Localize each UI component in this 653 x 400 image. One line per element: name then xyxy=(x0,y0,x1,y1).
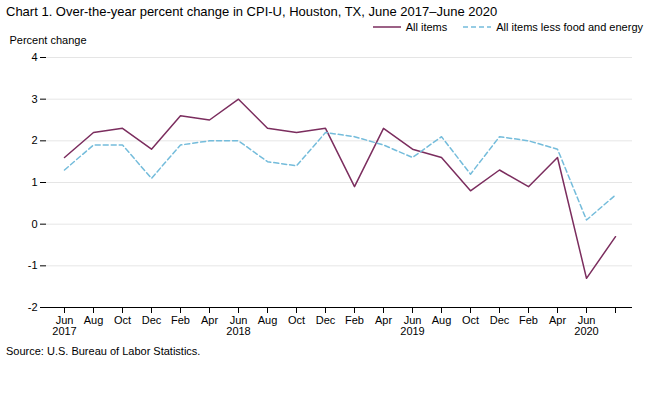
svg-text:1: 1 xyxy=(31,176,37,188)
svg-text:-1: -1 xyxy=(28,259,38,271)
svg-text:Jun2018: Jun2018 xyxy=(226,314,250,337)
svg-text:Feb: Feb xyxy=(171,314,190,326)
svg-text:2: 2 xyxy=(31,134,37,146)
svg-text:3: 3 xyxy=(31,93,37,105)
svg-text:Aug: Aug xyxy=(84,314,104,326)
svg-text:Dec: Dec xyxy=(142,314,162,326)
svg-text:Jun2019: Jun2019 xyxy=(400,314,424,337)
svg-text:Oct: Oct xyxy=(114,314,131,326)
svg-text:Dec: Dec xyxy=(490,314,510,326)
svg-text:Feb: Feb xyxy=(519,314,538,326)
svg-text:Aug: Aug xyxy=(258,314,278,326)
svg-text:-2: -2 xyxy=(28,301,38,313)
svg-text:Jun2020: Jun2020 xyxy=(574,314,598,337)
svg-text:Aug: Aug xyxy=(432,314,452,326)
svg-text:4: 4 xyxy=(31,51,37,63)
svg-text:Apr: Apr xyxy=(201,314,218,326)
html-text:Source: U.S. Bureau of Labor S: Source: U.S. Bureau of Labor Statistics. xyxy=(6,345,201,357)
svg-text:Apr: Apr xyxy=(375,314,392,326)
svg-text:Oct: Oct xyxy=(462,314,479,326)
svg-text:Apr: Apr xyxy=(549,314,566,326)
svg-text:Percent change: Percent change xyxy=(10,34,87,46)
html-text:Chart 1. Over-the-year percent: Chart 1. Over-the-year percent change in… xyxy=(6,4,498,19)
svg-text:Dec: Dec xyxy=(316,314,336,326)
svg-text:0: 0 xyxy=(31,218,37,230)
svg-text:Jun2017: Jun2017 xyxy=(52,314,76,337)
html-text:All items less food and energy: All items less food and energy xyxy=(496,21,643,33)
html-text:All items: All items xyxy=(405,21,448,33)
svg-text:Oct: Oct xyxy=(288,314,305,326)
svg-text:Feb: Feb xyxy=(345,314,364,326)
